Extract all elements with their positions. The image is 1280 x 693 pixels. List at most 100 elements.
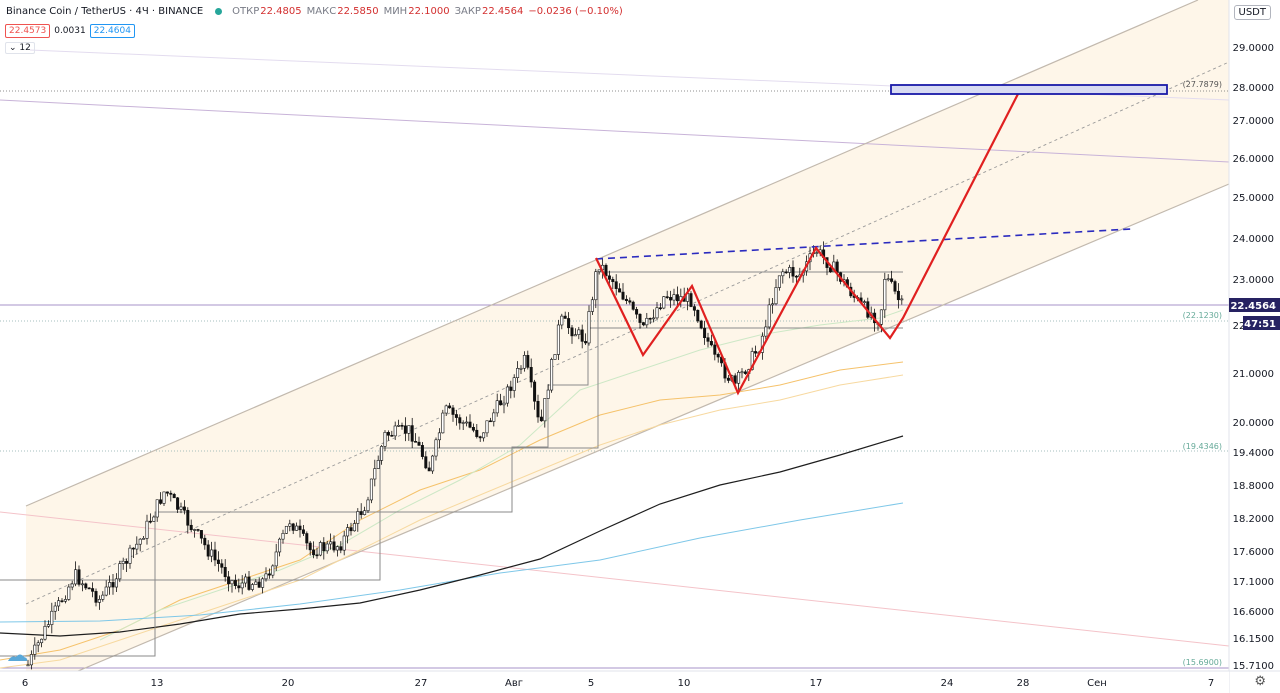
- candle-body: [114, 578, 118, 588]
- candle-body: [131, 547, 135, 550]
- candle-body: [53, 605, 57, 612]
- pattern-path-red: [595, 91, 1020, 396]
- candle-body: [788, 267, 792, 273]
- price-tick-label: 16.1500: [1233, 634, 1274, 645]
- price-tick-label: 29.0000: [1233, 43, 1274, 54]
- candle-body: [533, 381, 537, 402]
- candle-body: [26, 664, 30, 667]
- candle-body: [325, 543, 329, 552]
- candle-body: [121, 560, 125, 564]
- candle-body: [669, 297, 673, 301]
- time-tick-label: 10: [678, 678, 691, 689]
- candle-body: [138, 538, 142, 545]
- candle-body: [33, 644, 37, 655]
- candle-body: [135, 543, 139, 550]
- candle-body: [635, 309, 639, 315]
- candle-body: [111, 582, 115, 588]
- candle-body: [672, 294, 676, 301]
- candle-body: [631, 301, 635, 310]
- candle-body: [339, 546, 343, 551]
- price-tick-label: 20.0000: [1233, 418, 1274, 429]
- currency-selector[interactable]: USDT: [1233, 5, 1271, 20]
- price-tick-label: 18.2000: [1233, 514, 1274, 525]
- buy-button[interactable]: 22.4604: [89, 24, 135, 38]
- candle-body: [900, 298, 904, 301]
- candle-body: [767, 304, 771, 328]
- candle-body: [750, 351, 754, 370]
- candle-body: [597, 269, 601, 272]
- price-tick-label: 19.4000: [1233, 448, 1274, 459]
- candle-body: [186, 509, 190, 526]
- candle-body: [488, 420, 492, 423]
- sell-button[interactable]: 22.4573: [5, 24, 51, 38]
- gear-icon[interactable]: ⚙: [1254, 673, 1266, 688]
- price-tick-label: 27.0000: [1233, 116, 1274, 127]
- candle-body: [352, 523, 356, 532]
- current-price-text: 22.4564: [1230, 301, 1276, 312]
- candle-body: [604, 264, 608, 277]
- candle-body: [264, 573, 268, 580]
- candlesticks: [26, 241, 904, 670]
- indicator-toggle[interactable]: ⌄ 12: [5, 42, 35, 54]
- candle-body: [862, 301, 866, 303]
- step-line-gray: [0, 327, 903, 657]
- candle-body: [278, 538, 282, 553]
- time-tick-label: 28: [1017, 678, 1030, 689]
- candle-body: [444, 405, 448, 414]
- candle-body: [237, 585, 241, 589]
- candle-body: [108, 582, 112, 588]
- candle-body: [216, 559, 220, 564]
- change-value: −0.0236 (−0.10%): [528, 6, 623, 17]
- price-tick-label: 23.0000: [1233, 275, 1274, 286]
- time-tick-label: 20: [282, 678, 295, 689]
- candle-body: [36, 642, 40, 646]
- candle-body: [159, 499, 163, 504]
- candle-body: [539, 416, 543, 422]
- candle-body: [573, 334, 577, 337]
- candle-body: [182, 506, 186, 511]
- candle-body: [567, 318, 571, 329]
- countdown-tag: [1243, 316, 1280, 330]
- candle-body: [172, 494, 176, 499]
- candle-body: [529, 367, 533, 383]
- candle-body: [794, 275, 798, 278]
- candle-body: [441, 412, 445, 434]
- candle-body: [461, 422, 465, 424]
- candle-body: [373, 468, 377, 480]
- candle-body: [560, 315, 564, 326]
- ma-blue: [0, 502, 904, 623]
- time-tick-label: 17: [810, 678, 823, 689]
- candle-body: [628, 300, 632, 303]
- level-label-15: (15.6900): [1183, 658, 1222, 667]
- candle-body: [594, 271, 598, 301]
- trendline-pink: [0, 511, 1230, 647]
- candle-body: [227, 576, 231, 585]
- candle-body: [230, 580, 234, 585]
- candle-body: [46, 624, 50, 627]
- channel-lower: [25, 183, 1230, 693]
- candle-body: [648, 317, 652, 320]
- time-tick-label: 5: [588, 678, 594, 689]
- candle-body: [50, 610, 54, 625]
- high-value: 22.5850: [337, 6, 379, 17]
- candle-body: [356, 511, 360, 524]
- time-tick-label: 6: [22, 678, 28, 689]
- candle-body: [896, 290, 900, 301]
- candle-body: [893, 281, 897, 292]
- candle-body: [74, 569, 78, 585]
- candle-body: [468, 421, 472, 428]
- candle-body: [63, 599, 67, 602]
- candle-body: [301, 529, 305, 534]
- time-tick-label: 24: [941, 678, 954, 689]
- symbol-title[interactable]: Binance Coin / TetherUS · 4Ч · BINANCE: [6, 6, 204, 17]
- candle-body: [699, 320, 703, 329]
- candle-body: [284, 525, 288, 534]
- candle-body: [403, 425, 407, 434]
- candle-body: [726, 377, 730, 381]
- candle-body: [478, 436, 482, 439]
- candle-body: [196, 529, 200, 531]
- candle-body: [587, 311, 591, 344]
- candle-body: [516, 368, 520, 378]
- tradingview-logo-icon: [8, 654, 28, 661]
